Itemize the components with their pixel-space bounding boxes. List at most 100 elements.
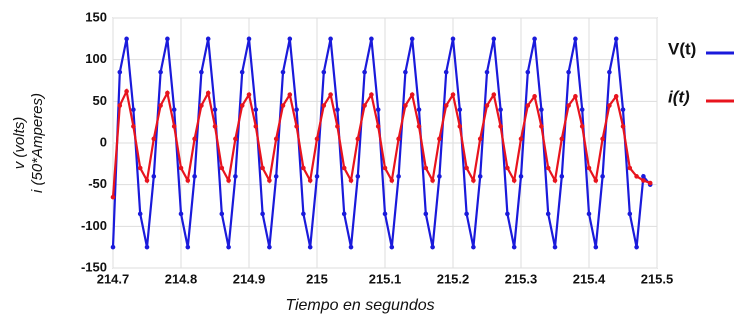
data-point: [253, 124, 259, 129]
data-point: [457, 107, 463, 112]
data-point: [511, 178, 517, 183]
legend-label: i(t): [668, 87, 690, 106]
x-tick-label: 215.4: [573, 271, 606, 286]
data-point: [226, 178, 231, 183]
data-point: [416, 124, 422, 129]
data-point: [457, 124, 463, 129]
data-point: [423, 165, 429, 171]
data-point: [226, 244, 231, 250]
data-point: [144, 244, 150, 250]
data-point: [559, 136, 565, 142]
data-point: [362, 69, 367, 75]
data-point: [409, 92, 415, 97]
data-point: [233, 136, 238, 142]
data-point: [505, 165, 510, 171]
data-point: [511, 244, 517, 250]
data-point: [450, 36, 456, 42]
data-point: [110, 194, 116, 200]
data-point: [545, 165, 551, 171]
y-tick-label: -150: [81, 259, 107, 274]
data-point: [178, 165, 184, 171]
x-tick-label: 215.3: [505, 271, 538, 286]
data-point: [273, 174, 279, 179]
data-point: [566, 103, 571, 108]
data-point: [471, 178, 476, 183]
data-point: [253, 107, 259, 112]
data-point: [212, 107, 218, 112]
data-point: [267, 244, 272, 250]
data-point: [321, 103, 327, 108]
data-point: [586, 211, 592, 217]
data-point: [396, 136, 401, 142]
data-point: [171, 107, 177, 112]
data-point: [335, 107, 340, 112]
data-point: [131, 107, 136, 112]
data-point: [287, 36, 293, 42]
data-point: [409, 36, 415, 42]
data-point: [185, 244, 191, 250]
y-axis-label: i (50*Amperes): [29, 93, 46, 193]
data-point: [607, 103, 612, 108]
data-point: [219, 211, 225, 217]
data-point: [464, 165, 469, 171]
data-point: [144, 178, 150, 183]
legend-label: V(t): [668, 39, 696, 58]
data-point: [328, 36, 333, 42]
data-point: [355, 136, 361, 142]
series-line: [111, 38, 652, 248]
data-point: [613, 94, 619, 99]
data-point: [620, 107, 626, 112]
data-point: [301, 211, 306, 217]
data-point: [573, 94, 578, 99]
y-axis-label: v (volts): [11, 117, 28, 170]
data-point: [579, 124, 585, 129]
data-point: [192, 136, 197, 142]
x-tick-label: 215.5: [641, 271, 674, 286]
data-point: [430, 178, 435, 183]
data-point: [430, 244, 435, 250]
data-point: [355, 174, 361, 179]
data-point: [239, 103, 245, 108]
series-line: [111, 87, 651, 198]
data-point: [382, 165, 388, 171]
data-point: [484, 69, 490, 75]
data-point: [335, 124, 340, 129]
data-point: [185, 178, 191, 183]
data-point: [307, 178, 313, 183]
data-point: [205, 90, 211, 96]
data-point: [443, 103, 449, 108]
data-point: [403, 103, 408, 108]
data-point: [280, 69, 286, 75]
data-point: [627, 165, 633, 171]
data-point: [151, 136, 157, 142]
data-point: [443, 69, 449, 75]
data-point: [375, 124, 381, 129]
data-point: [294, 107, 299, 112]
x-tick-label: 215: [306, 271, 328, 286]
y-tick-label: 100: [85, 51, 107, 66]
data-point: [389, 244, 395, 250]
data-point: [437, 174, 442, 179]
data-point: [525, 69, 531, 75]
data-point: [627, 211, 633, 217]
data-point: [491, 92, 497, 97]
data-point: [600, 174, 605, 179]
data-point: [641, 174, 646, 179]
data-point: [464, 211, 469, 217]
data-point: [246, 92, 252, 97]
data-point: [165, 36, 170, 42]
data-point: [423, 211, 429, 217]
data-point: [484, 103, 490, 108]
data-point: [260, 211, 265, 217]
x-tick-label: 214.7: [97, 271, 130, 286]
x-tick-label: 215.2: [437, 271, 470, 286]
x-tick-label: 214.9: [233, 271, 266, 286]
data-point: [110, 244, 116, 250]
data-point: [634, 244, 639, 250]
data-point: [396, 174, 401, 179]
data-point: [199, 103, 204, 108]
data-point: [573, 36, 578, 42]
data-point: [117, 69, 123, 75]
data-point: [566, 69, 571, 75]
